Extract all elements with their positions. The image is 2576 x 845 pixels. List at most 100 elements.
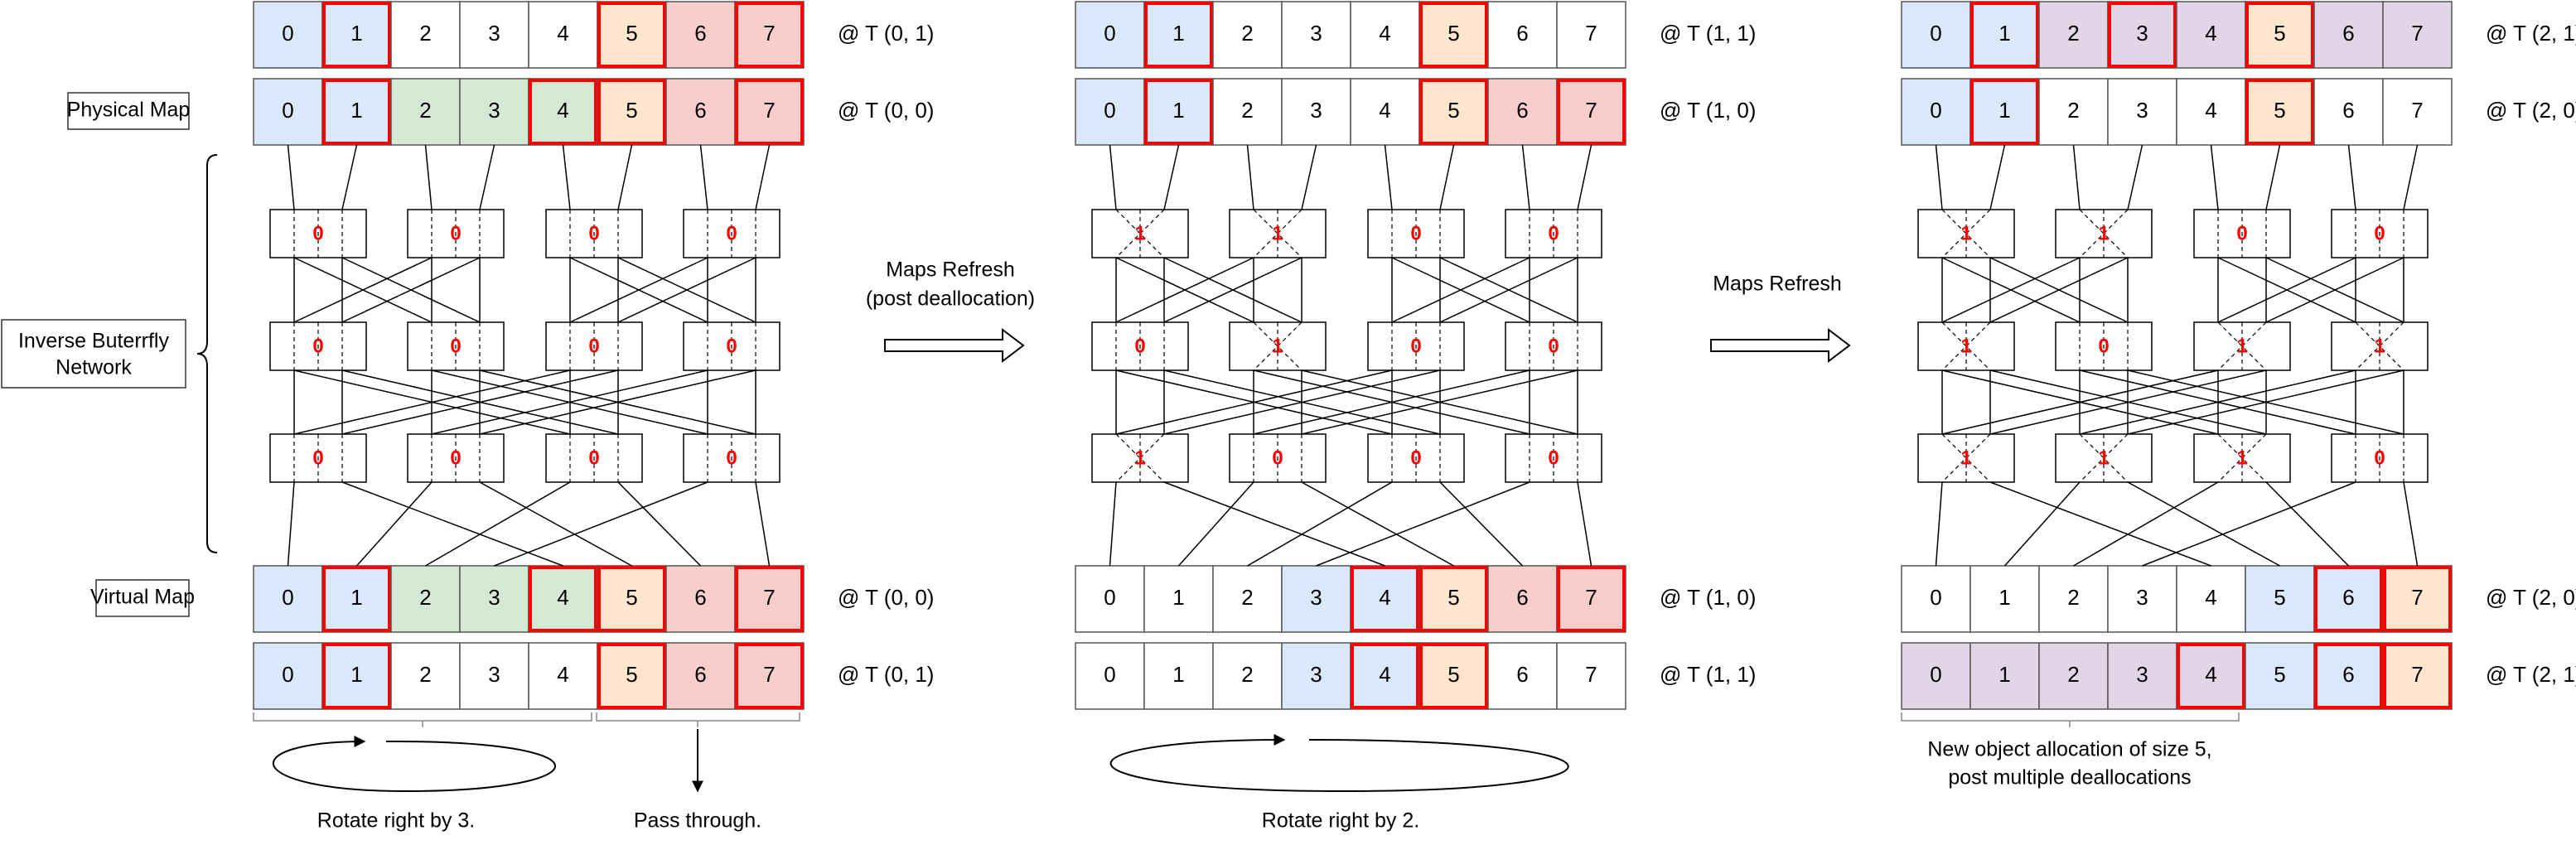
switch-state: 1 (1960, 447, 1971, 469)
switch-state: 1 (2236, 335, 2247, 357)
memory-cell (665, 1, 736, 69)
memory-cell (2245, 642, 2315, 710)
cell-index: 0 (1104, 662, 1115, 687)
switch-state: 0 (1410, 222, 1421, 244)
maps-refresh-arrow-1: Maps Refresh (post deallocation) (866, 258, 1035, 364)
arrow-2-label: Maps Refresh (1713, 273, 1842, 296)
butterfly-switch: 0 (407, 321, 505, 371)
memory-cell (1075, 642, 1145, 710)
cell-index: 4 (557, 585, 568, 610)
highlighted-cell-border (1351, 643, 1419, 709)
highlighted-cell-border (597, 79, 666, 145)
butterfly-switch: 1 (2055, 209, 2153, 258)
memory-cell (1212, 78, 1283, 146)
cell-index: 7 (2411, 585, 2423, 610)
memory-cell (734, 78, 805, 146)
highlighted-cell-border (597, 2, 666, 68)
butterfly-switch: 0 (407, 209, 505, 258)
network-brace (196, 154, 218, 553)
switch-state: 1 (1134, 222, 1145, 244)
highlighted-cell-border (2177, 643, 2245, 709)
allocation-label-line-2: post multiple deallocations (1948, 766, 2191, 789)
cell-index: 5 (2274, 98, 2285, 123)
memory-cell (2313, 565, 2384, 633)
cell-index: 6 (2342, 662, 2354, 687)
cell-index: 4 (1379, 662, 1390, 687)
memory-cell (390, 78, 461, 146)
cell-index: 0 (1104, 98, 1115, 123)
memory-cell (1350, 642, 1420, 710)
memory-cell (253, 642, 323, 710)
cell-index: 1 (1998, 585, 2010, 610)
cell-index: 1 (1998, 662, 2010, 687)
switch-state: 0 (1134, 335, 1145, 357)
cell-index: 0 (1930, 21, 1941, 46)
cell-index: 7 (763, 98, 775, 123)
cell-index: 0 (1930, 585, 1941, 610)
highlighted-cell-border (322, 566, 391, 632)
cell-index: 7 (2411, 98, 2423, 123)
memory-cell (597, 1, 667, 69)
butterfly-switch: 0 (269, 433, 367, 483)
memory-cell (253, 565, 323, 633)
butterfly-switch: 0 (1367, 209, 1465, 258)
network-wires (1935, 144, 2419, 567)
cell-index: 1 (1998, 98, 2010, 123)
cell-index: 5 (2274, 585, 2285, 610)
butterfly-switch: 1 (1229, 321, 1327, 371)
memory-cell (1075, 565, 1145, 633)
cell-index: 3 (1310, 98, 1322, 123)
memory-cell (2176, 1, 2246, 69)
butterfly-switch: 0 (1367, 433, 1465, 483)
butterfly-switch: 0 (2331, 433, 2429, 483)
cell-index: 1 (1172, 662, 1184, 687)
memory-cell (390, 1, 461, 69)
cell-index: 6 (2342, 21, 2354, 46)
cell-index: 3 (488, 585, 500, 610)
cell-index: 5 (1447, 98, 1459, 123)
timestamp-label: @ T (0, 0) (838, 98, 934, 123)
cell-index: 4 (557, 98, 568, 123)
memory-cell (1418, 78, 1489, 146)
switch-state: 0 (1548, 222, 1559, 244)
butterfly-switch: 0 (1505, 433, 1602, 483)
cell-index: 5 (626, 21, 637, 46)
cell-index: 7 (763, 21, 775, 46)
svg-text:Virtual Map: Virtual Map (90, 586, 195, 609)
cell-index: 3 (488, 98, 500, 123)
memory-cell (459, 1, 529, 69)
highlighted-cell-border (2245, 2, 2314, 68)
switch-state: 0 (2374, 447, 2385, 469)
memory-cell (2313, 1, 2384, 69)
cell-index: 3 (2136, 662, 2148, 687)
butterfly-switch: 0 (1091, 321, 1189, 371)
memory-cell (528, 1, 598, 69)
pass-through-label: Pass through. (634, 809, 761, 833)
memory-cell (2038, 642, 2109, 710)
virtual-row: 0 1 2 3 4 5 6 7 @ T (2, 0) (1901, 565, 2576, 633)
highlighted-cell-border (322, 79, 391, 145)
cell-index: 4 (2205, 98, 2216, 123)
cell-index: 0 (282, 98, 293, 123)
cell-index: 0 (282, 662, 293, 687)
switch-state: 0 (450, 335, 461, 357)
memory-cell (1487, 1, 1558, 69)
memory-cell (2038, 565, 2109, 633)
highlighted-cell-border (1144, 79, 1213, 145)
cell-index: 1 (350, 585, 362, 610)
cell-index: 6 (1516, 662, 1528, 687)
memory-cell (1281, 78, 1351, 146)
memory-cell (2382, 642, 2453, 710)
memory-cell (1350, 78, 1420, 146)
cell-index: 0 (1104, 585, 1115, 610)
memory-cell (1212, 1, 1283, 69)
cell-index: 6 (694, 98, 706, 123)
cell-index: 3 (2136, 585, 2148, 610)
panel-1: 0 1 2 3 4 5 6 7 @ T (0, 1) 0 1 2 3 4 5 6 7 @ T (0, 0) 0 1 2 3… (253, 1, 934, 710)
butterfly-switch: 1 (2055, 433, 2153, 483)
cell-index: 7 (1585, 585, 1597, 610)
butterfly-switch: 0 (683, 433, 781, 483)
cell-index: 7 (763, 662, 775, 687)
cell-index: 2 (2067, 662, 2079, 687)
memory-cell (2176, 565, 2246, 633)
